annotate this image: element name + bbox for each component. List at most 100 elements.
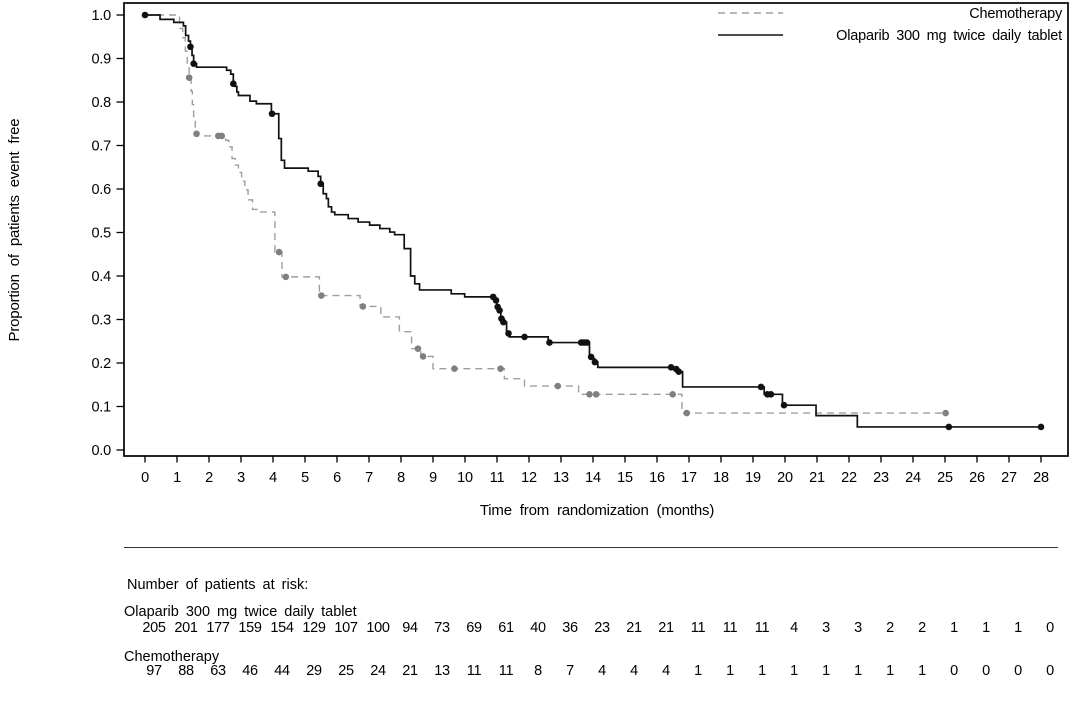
censor-mark-olaparib [757, 383, 765, 391]
at-risk-count: 4 [630, 663, 638, 679]
y-axis-title: Proportion of patients event free [6, 119, 23, 342]
x-axis-tick-label: 13 [553, 470, 569, 486]
at-risk-count: 159 [238, 620, 262, 636]
at-risk-count: 40 [530, 620, 546, 636]
at-risk-count: 205 [142, 620, 166, 636]
x-axis-tick-label: 20 [777, 470, 793, 486]
censor-mark-olaparib [230, 80, 237, 88]
at-risk-group-chemotherapy-label: Chemotherapy [124, 649, 220, 665]
censor-mark-olaparib [583, 339, 591, 346]
x-axis-tick-label: 4 [269, 470, 277, 486]
at-risk-count: 11 [690, 620, 706, 636]
x-axis-tick-label: 17 [681, 470, 697, 486]
at-risk-count: 63 [210, 663, 226, 679]
at-risk-count: 11 [498, 663, 514, 679]
x-axis-tick-label: 18 [713, 470, 729, 486]
at-risk-count: 1 [982, 620, 990, 636]
censor-mark-chemotherapy [554, 382, 562, 390]
x-axis-tick-label: 6 [333, 470, 341, 486]
y-axis-tick-label: 0.4 [91, 269, 111, 285]
at-risk-count: 1 [886, 663, 894, 679]
x-axis-tick-label: 9 [429, 470, 437, 486]
censor-mark-chemotherapy [586, 391, 593, 398]
censor-mark-chemotherapy [451, 365, 458, 372]
at-risk-count: 1 [822, 663, 830, 679]
censor-mark-chemotherapy [185, 74, 193, 81]
censor-mark-chemotherapy [275, 248, 283, 256]
censor-mark-olaparib [190, 60, 197, 68]
x-axis-tick-label: 1 [173, 470, 181, 486]
legend-label-olaparib: Olaparib 300 mg twice daily tablet [836, 28, 1062, 44]
censor-mark-chemotherapy [218, 132, 226, 140]
at-risk-counts-olaparib: 205 201 177 159 154 129 107 100 94 73 69 61 40 36 23 21… [0, 620, 1072, 636]
x-axis-tick-label: 27 [1001, 470, 1017, 486]
at-risk-count: 1 [790, 663, 798, 679]
at-risk-count: 97 [146, 663, 162, 679]
x-axis-tick-label: 14 [585, 470, 601, 486]
censor-mark-olaparib [546, 339, 553, 346]
at-risk-count: 1 [854, 663, 862, 679]
at-risk-count: 69 [466, 620, 482, 636]
at-risk-count: 1 [758, 663, 766, 679]
at-risk-count: 100 [366, 620, 390, 636]
at-risk-count: 3 [822, 620, 830, 636]
at-risk-count: 44 [274, 663, 290, 679]
x-axis-tick-label: 25 [937, 470, 953, 486]
censor-mark-chemotherapy [419, 353, 427, 360]
censor-mark-chemotherapy [669, 391, 676, 398]
censor-mark-olaparib [591, 358, 599, 366]
at-risk-count: 11 [466, 663, 482, 679]
x-axis-tick-label: 3 [237, 470, 245, 486]
at-risk-count: 94 [402, 620, 418, 636]
at-risk-count: 201 [174, 620, 198, 636]
x-axis-tick-label: 10 [457, 470, 473, 486]
censor-mark-chemotherapy [497, 365, 504, 372]
censor-mark-chemotherapy [592, 391, 600, 398]
y-axis-tick-label: 0.2 [91, 356, 111, 372]
at-risk-count: 0 [1046, 663, 1054, 679]
censor-mark-chemotherapy [359, 303, 367, 310]
at-risk-count: 88 [178, 663, 194, 679]
at-risk-count: 177 [206, 620, 230, 636]
censor-mark-olaparib [587, 353, 595, 361]
at-risk-count: 0 [1046, 620, 1054, 636]
at-risk-count: 23 [594, 620, 610, 636]
censor-mark-olaparib [496, 307, 503, 314]
y-axis-tick-label: 0.3 [91, 312, 111, 328]
plot-border [123, 2, 1069, 457]
censor-mark-olaparib [945, 423, 953, 431]
at-risk-count: 4 [598, 663, 606, 679]
censor-mark-olaparib [492, 297, 500, 304]
x-axis-tick-label: 28 [1033, 470, 1049, 486]
at-risk-count: 25 [338, 663, 354, 679]
x-axis-title: Time from randomization (months) [480, 502, 714, 519]
at-risk-count: 1 [950, 620, 958, 636]
x-axis-tick-label: 0 [141, 470, 149, 486]
at-risk-counts-chemotherapy: 97 88 63 46 44 29 25 24 21 13 11 11 8 7 4 4 4 1 1 1 1 1 1 1 1 0 0 0… [0, 663, 1072, 679]
at-risk-count: 11 [722, 620, 738, 636]
at-risk-count: 36 [562, 620, 578, 636]
x-axis-tick-label: 16 [649, 470, 665, 486]
censor-mark-olaparib [780, 401, 788, 409]
at-risk-count: 1 [726, 663, 734, 679]
at-risk-count: 46 [242, 663, 258, 679]
y-axis-tick-label: 0.1 [91, 399, 111, 415]
at-risk-count: 21 [626, 620, 642, 636]
censor-mark-olaparib [505, 330, 512, 337]
at-risk-count: 4 [790, 620, 798, 636]
censor-mark-olaparib [667, 364, 675, 371]
censor-mark-chemotherapy [282, 273, 290, 281]
x-axis-tick-label: 2 [205, 470, 213, 486]
x-axis-tick-label: 12 [521, 470, 537, 486]
x-axis-tick-label: 23 [873, 470, 889, 486]
censor-mark-olaparib [767, 391, 775, 398]
censor-mark-olaparib [1037, 423, 1045, 431]
at-risk-count: 7 [566, 663, 574, 679]
at-risk-count: 1 [1014, 620, 1022, 636]
censor-mark-chemotherapy [942, 409, 949, 417]
at-risk-title: Number of patients at risk: [127, 577, 309, 593]
at-risk-count: 3 [854, 620, 862, 636]
at-risk-count: 21 [658, 620, 674, 636]
y-axis-tick-label: 1.0 [91, 8, 111, 24]
at-risk-count: 8 [534, 663, 542, 679]
